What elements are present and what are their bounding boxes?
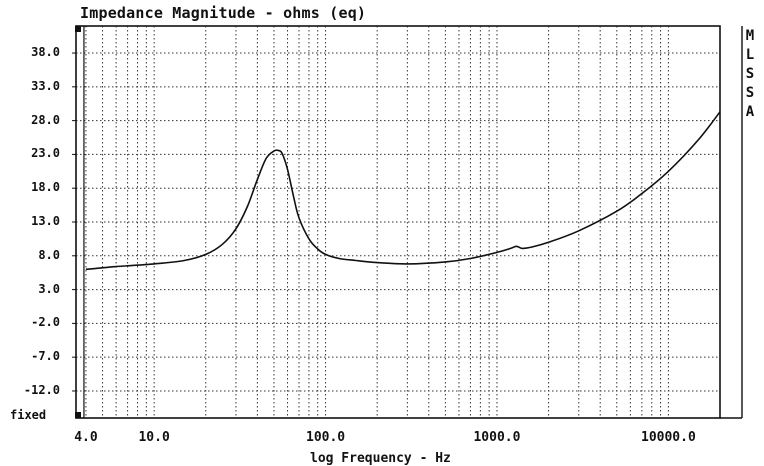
bottom-marker <box>75 412 81 418</box>
y-tick-label: -7.0 <box>31 349 60 364</box>
y-tick-label: 28.0 <box>31 112 60 127</box>
y-tick-label: 33.0 <box>31 78 60 93</box>
side-letter: S <box>745 85 755 101</box>
y-tick-label: -2.0 <box>31 315 60 330</box>
side-letter: L <box>745 47 755 63</box>
y-tick-label: -12.0 <box>23 382 60 397</box>
x-tick-label: 4.0 <box>74 430 98 445</box>
side-letter: M <box>745 28 755 44</box>
y-tick-label: 3.0 <box>38 281 60 296</box>
series-line-0 <box>85 111 721 271</box>
y-tick-label: 13.0 <box>31 214 60 228</box>
side-letter: S <box>745 66 755 82</box>
y-tick-label: 38.0 <box>31 45 60 60</box>
y-tick-label: 18.0 <box>31 180 60 195</box>
y-tick-label: 23.0 <box>31 146 60 161</box>
x-tick-label: 100.0 <box>305 430 346 445</box>
x-tick-label: 10000.0 <box>640 430 696 445</box>
y-axis-fixed-label: fixed <box>10 408 47 422</box>
top-marker <box>75 26 81 32</box>
x-tick-label: 10.0 <box>138 430 170 445</box>
side-letter: A <box>745 104 755 120</box>
x-tick-label: 1000.0 <box>473 430 521 445</box>
y-tick-label: 8.0 <box>38 247 60 262</box>
chart-title: Impedance Magnitude - ohms (eq) <box>80 4 367 22</box>
